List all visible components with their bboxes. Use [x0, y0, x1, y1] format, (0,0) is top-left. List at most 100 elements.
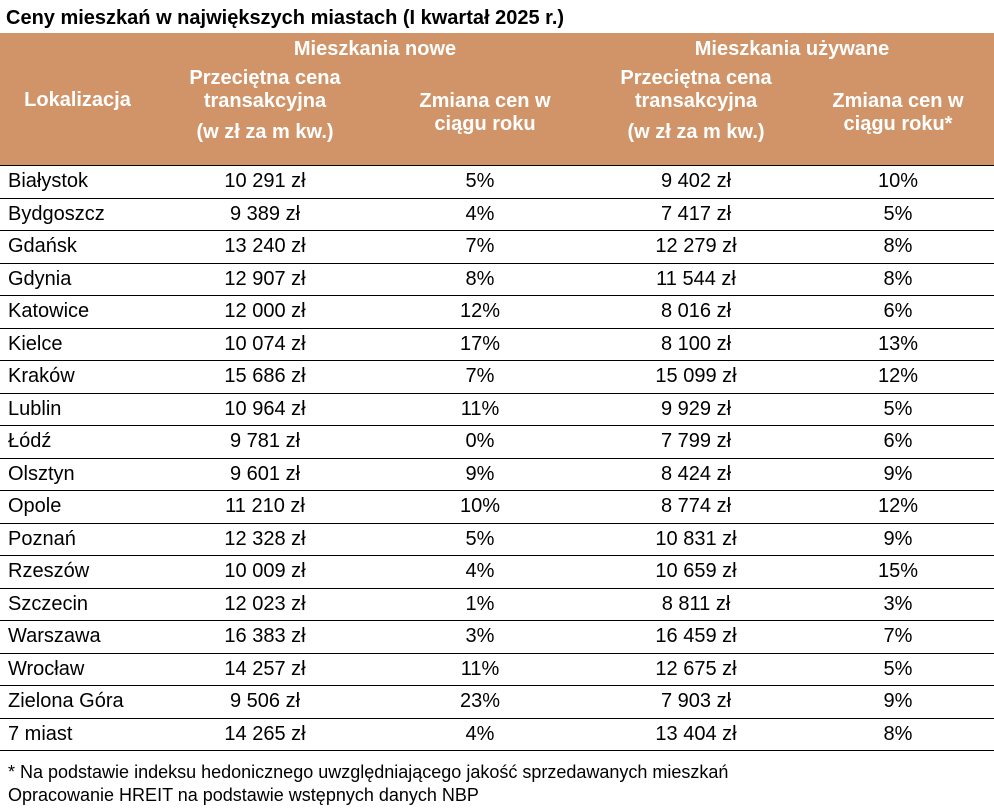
cell-location: Katowice	[0, 295, 160, 329]
cell-used-change: 12%	[802, 490, 994, 524]
table-row: Rzeszów 10 009 zł 4% 10 659 zł 15%	[0, 555, 994, 589]
table-row: Warszawa 16 383 zł 3% 16 459 zł 7%	[0, 620, 994, 654]
cell-used-change: 10%	[802, 165, 994, 199]
cell-new-price: 14 265 zł	[160, 718, 370, 751]
column-header-new-price-unit: (w zł za m kw.)	[196, 121, 334, 143]
table-row: Katowice 12 000 zł 12% 8 016 zł 6%	[0, 295, 994, 329]
cell-used-price: 15 099 zł	[590, 360, 802, 394]
cell-location: Kraków	[0, 360, 160, 394]
cell-used-price: 8 016 zł	[590, 295, 802, 329]
cell-location: Poznań	[0, 523, 160, 556]
cell-new-change: 9%	[370, 458, 590, 491]
cell-used-change: 3%	[802, 588, 994, 621]
table-row: Opole 11 210 zł 10% 8 774 zł 12%	[0, 490, 994, 524]
cell-location: Warszawa	[0, 620, 160, 654]
cell-new-change: 23%	[370, 685, 590, 719]
cell-used-price: 8 424 zł	[590, 458, 802, 491]
cell-used-change: 5%	[802, 198, 994, 231]
cell-used-price: 13 404 zł	[590, 718, 802, 751]
group-header-new: Mieszkania nowe	[293, 38, 457, 60]
column-header-used-price-line1: Przeciętna cena	[620, 67, 772, 89]
cell-used-change: 5%	[802, 393, 994, 426]
cell-new-price: 12 000 zł	[160, 295, 370, 329]
cell-new-price: 9 506 zł	[160, 685, 370, 719]
table-row: Gdańsk 13 240 zł 7% 12 279 zł 8%	[0, 230, 994, 264]
cell-new-price: 9 601 zł	[160, 458, 370, 491]
cell-used-change: 8%	[802, 263, 994, 296]
cell-used-price: 10 831 zł	[590, 523, 802, 556]
cell-location: Szczecin	[0, 588, 160, 621]
table-row: Białystok 10 291 zł 5% 9 402 zł 10%	[0, 165, 994, 199]
price-table: Białystok 10 291 zł 5% 9 402 zł 10% Bydgoszcz…	[0, 165, 994, 751]
cell-new-change: 4%	[370, 718, 590, 751]
cell-used-change: 6%	[802, 425, 994, 459]
table-row: Łódź 9 781 zł 0% 7 799 zł 6%	[0, 425, 994, 459]
cell-new-change: 5%	[370, 523, 590, 556]
cell-new-price: 13 240 zł	[160, 230, 370, 264]
cell-used-price: 12 279 zł	[590, 230, 802, 264]
column-header-used-price-line2: transakcyjna	[634, 90, 758, 112]
cell-new-price: 16 383 zł	[160, 620, 370, 654]
cell-new-change: 11%	[370, 653, 590, 686]
column-header-used-price: Przeciętna cena transakcyjna (w zł za m …	[590, 67, 802, 144]
cell-location: Kielce	[0, 328, 160, 361]
cell-location: Lublin	[0, 393, 160, 426]
cell-location: Opole	[0, 490, 160, 524]
page-title: Ceny mieszkań w największych miastach (I…	[6, 7, 565, 29]
cell-new-change: 4%	[370, 555, 590, 589]
cell-new-price: 9 389 zł	[160, 198, 370, 231]
cell-new-change: 10%	[370, 490, 590, 524]
table-row: Lublin 10 964 zł 11% 9 929 zł 5%	[0, 393, 994, 426]
cell-used-change: 13%	[802, 328, 994, 361]
column-header-new-price: Przeciętna cena transakcyjna (w zł za m …	[160, 67, 370, 144]
cell-used-price: 8 100 zł	[590, 328, 802, 361]
cell-new-change: 4%	[370, 198, 590, 231]
table-row: 7 miast 14 265 zł 4% 13 404 zł 8%	[0, 718, 994, 751]
cell-new-change: 17%	[370, 328, 590, 361]
cell-used-change: 9%	[802, 685, 994, 719]
cell-location: Gdańsk	[0, 230, 160, 264]
cell-new-price: 9 781 zł	[160, 425, 370, 459]
cell-location: Zielona Góra	[0, 685, 160, 719]
table-row: Bydgoszcz 9 389 zł 4% 7 417 zł 5%	[0, 198, 994, 231]
cell-used-change: 12%	[802, 360, 994, 394]
column-header-used-price-unit: (w zł za m kw.)	[627, 121, 765, 143]
cell-used-price: 7 799 zł	[590, 425, 802, 459]
column-header-used-change: Zmiana cen w ciągu roku*	[802, 90, 994, 136]
cell-new-price: 12 023 zł	[160, 588, 370, 621]
cell-used-price: 9 402 zł	[590, 165, 802, 199]
cell-used-price: 10 659 zł	[590, 555, 802, 589]
cell-location: Łódź	[0, 425, 160, 459]
table-row: Zielona Góra 9 506 zł 23% 7 903 zł 9%	[0, 685, 994, 719]
cell-used-price: 8 774 zł	[590, 490, 802, 524]
cell-used-change: 7%	[802, 620, 994, 654]
table-row: Poznań 12 328 zł 5% 10 831 zł 9%	[0, 523, 994, 556]
cell-new-price: 10 009 zł	[160, 555, 370, 589]
cell-used-price: 7 903 zł	[590, 685, 802, 719]
group-header-used: Mieszkania używane	[694, 38, 890, 60]
cell-used-change: 9%	[802, 523, 994, 556]
cell-location: 7 miast	[0, 718, 160, 751]
cell-new-price: 11 210 zł	[160, 490, 370, 524]
cell-location: Olsztyn	[0, 458, 160, 491]
column-header-used-change-line2: ciągu roku*	[843, 113, 953, 135]
table-body: Białystok 10 291 zł 5% 9 402 zł 10% Bydgoszcz…	[0, 165, 994, 751]
column-header-new-change: Zmiana cen w ciągu roku	[375, 90, 595, 136]
table-row: Kielce 10 074 zł 17% 8 100 zł 13%	[0, 328, 994, 361]
cell-new-price: 14 257 zł	[160, 653, 370, 686]
cell-used-price: 8 811 zł	[590, 588, 802, 621]
cell-used-change: 6%	[802, 295, 994, 329]
cell-location: Białystok	[0, 165, 160, 199]
cell-used-price: 11 544 zł	[590, 263, 802, 296]
column-header-new-price-line2: transakcyjna	[203, 90, 327, 112]
cell-new-price: 10 074 zł	[160, 328, 370, 361]
column-header-new-change-line2: ciągu roku	[434, 113, 536, 135]
cell-new-change: 11%	[370, 393, 590, 426]
cell-new-change: 8%	[370, 263, 590, 296]
cell-new-change: 3%	[370, 620, 590, 654]
column-header-new-price-line1: Przeciętna cena	[189, 67, 341, 89]
cell-new-price: 15 686 zł	[160, 360, 370, 394]
cell-new-change: 0%	[370, 425, 590, 459]
cell-new-price: 12 907 zł	[160, 263, 370, 296]
cell-new-price: 12 328 zł	[160, 523, 370, 556]
